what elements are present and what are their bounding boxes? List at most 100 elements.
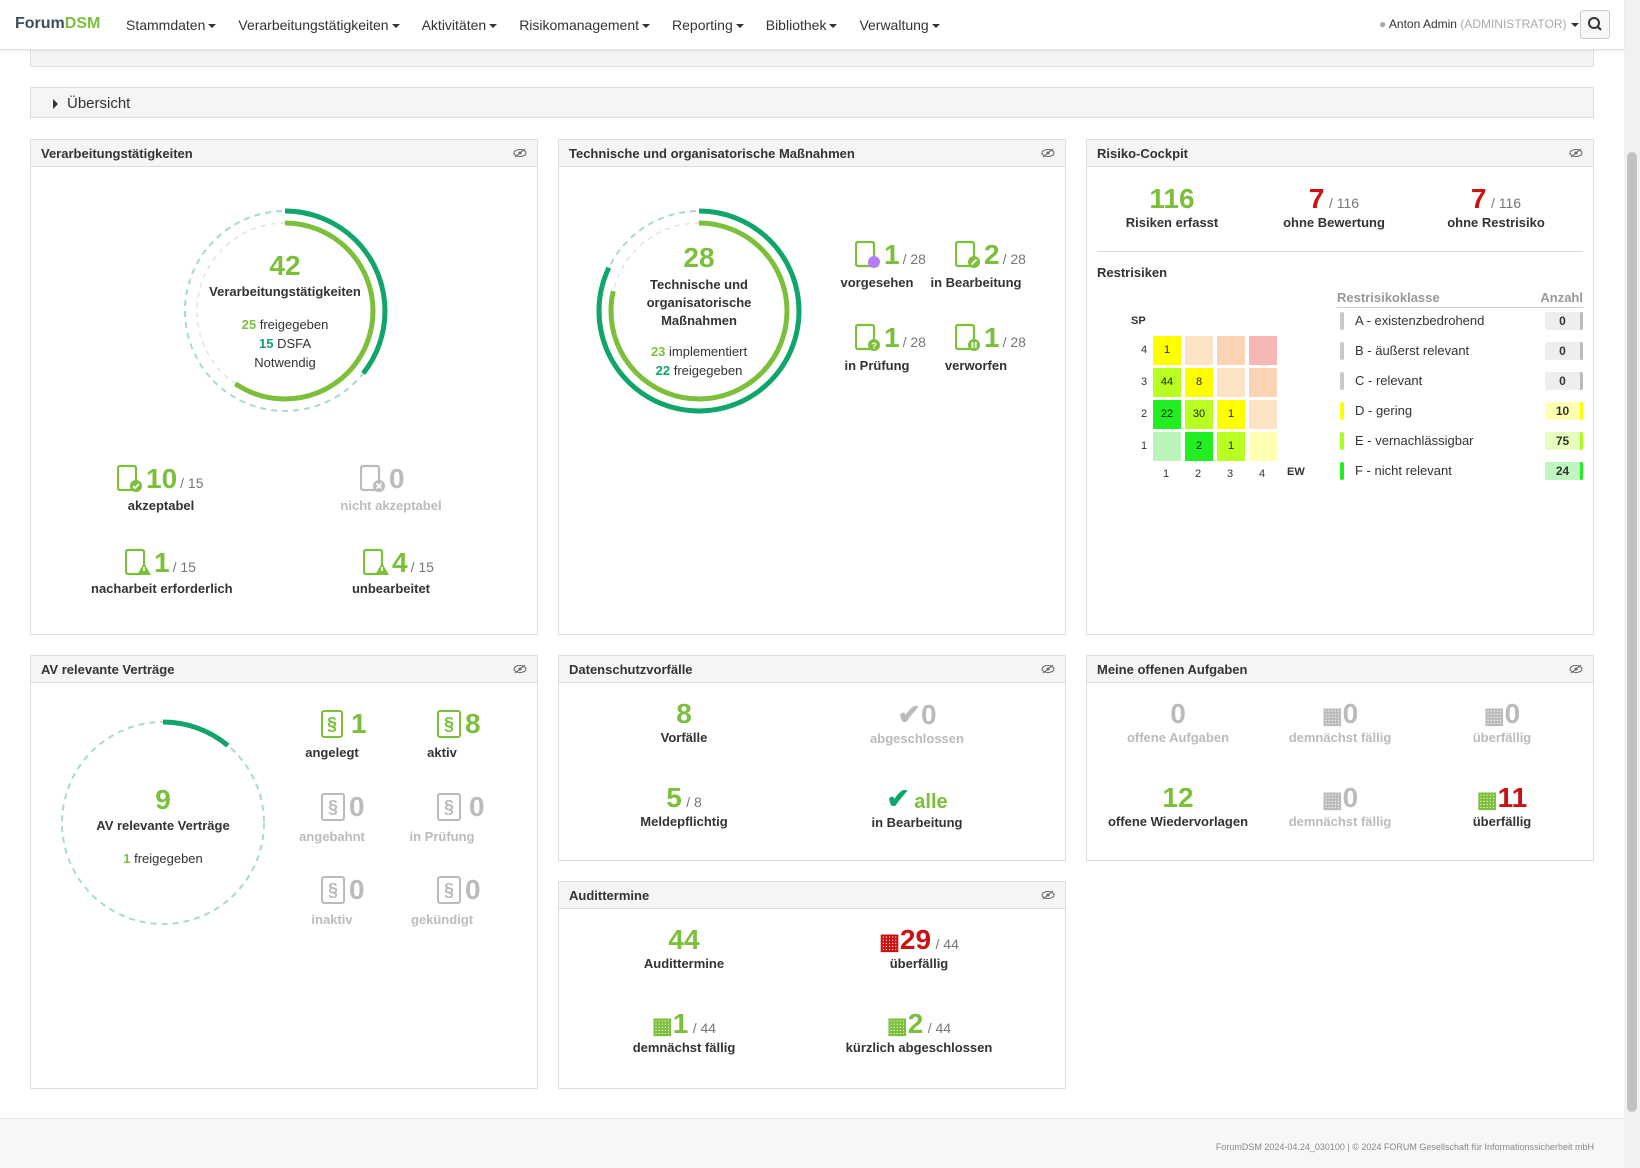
hide-eye-icon[interactable] <box>1041 890 1055 900</box>
panel-audittermine: Audittermine 44 Audittermine ▦29 / 44 über… <box>558 881 1066 1089</box>
tom-donut-chart <box>596 208 802 414</box>
av-aktiv-stat[interactable]: § 8 <box>437 708 481 740</box>
matrix-cell[interactable] <box>1153 432 1181 461</box>
hide-eye-icon[interactable] <box>1569 148 1583 158</box>
vt-nicht-akzeptabel-stat[interactable]: 0 <box>360 463 405 495</box>
matrix-cell[interactable] <box>1249 368 1277 397</box>
tom-implementiert-arc <box>596 208 802 414</box>
matrix-cell[interactable]: 1 <box>1217 432 1245 461</box>
matrix-cell[interactable]: 22 <box>1153 400 1181 429</box>
search-button[interactable] <box>1580 10 1610 39</box>
matrix-cell[interactable] <box>1217 368 1245 397</box>
av-gekuendigt-stat[interactable]: § 0 <box>437 874 481 906</box>
av-in-pruefung-stat[interactable]: § 0 <box>437 791 485 823</box>
hide-eye-icon[interactable] <box>1041 664 1055 674</box>
panel-risiko-cockpit: Risiko-Cockpit 116 Risiken erfasst 7 / 11… <box>1086 139 1594 635</box>
brand-logo[interactable]: ForumDSM <box>15 15 101 32</box>
risks-total-stat[interactable]: 116 Risiken erfasst <box>1125 183 1219 230</box>
hide-eye-icon[interactable] <box>513 148 527 158</box>
scrollbar[interactable] <box>1624 0 1640 1168</box>
pencil-document-icon <box>955 240 980 268</box>
svg-text:?: ? <box>871 341 877 351</box>
menu-risikomanagement[interactable]: Risikomanagement <box>519 17 650 33</box>
tasks-offen-stat[interactable]: 0 offene Aufgaben <box>1126 698 1230 745</box>
user-icon: ● <box>1379 17 1387 31</box>
menu-verwaltung[interactable]: Verwaltung <box>859 17 939 33</box>
vt-unbearbeitet-stat[interactable]: 4/ 15 <box>363 547 434 579</box>
matrix-cell[interactable]: 2 <box>1185 432 1213 461</box>
calendar-clock-icon: ▦ <box>651 1013 673 1038</box>
menu-aktivitaeten[interactable]: Aktivitäten <box>422 17 498 33</box>
paragraph-icon: § <box>321 710 343 738</box>
risks-ohne-bewertung-stat[interactable]: 7 / 116 ohne Bewertung <box>1283 183 1385 230</box>
matrix-cell[interactable]: 30 <box>1185 400 1213 429</box>
check-icon: ✔ <box>886 783 910 814</box>
audit-ueberfaellig-stat[interactable]: ▦29 / 44 überfällig <box>879 924 959 971</box>
tom-in-bearbeitung-stat[interactable]: 2/ 28 <box>955 239 1026 271</box>
matrix-cell[interactable]: 8 <box>1185 368 1213 397</box>
scrollbar-thumb[interactable] <box>1627 152 1637 1112</box>
calendar-alert-icon: ▦ <box>1483 703 1505 728</box>
hide-eye-icon[interactable] <box>1569 664 1583 674</box>
panel-title: Datenschutzvorfälle <box>569 662 693 677</box>
vt-nacharbeit-stat[interactable]: 1/ 15 <box>125 547 196 579</box>
ds-in-bearbeitung-stat[interactable]: ✔ alle in Bearbeitung <box>871 783 963 830</box>
overview-toggle[interactable]: Übersicht <box>30 87 1594 118</box>
main-menu: Stammdaten Verarbeitungstätigkeiten Akti… <box>126 17 940 33</box>
paragraph-search-icon: § <box>437 793 461 821</box>
vt-total: 42 <box>269 250 301 281</box>
matrix-cell[interactable] <box>1249 432 1277 461</box>
matrix-cell[interactable]: 44 <box>1153 368 1181 397</box>
menu-reporting[interactable]: Reporting <box>672 17 744 33</box>
tom-in-pruefung-stat[interactable]: ? 1/ 28 <box>855 322 926 354</box>
warning-document-icon <box>363 548 389 576</box>
panel-offene-aufgaben: Meine offenen Aufgaben 0 offene Aufgaben … <box>1086 655 1594 861</box>
audit-demnaechst-stat[interactable]: ▦1 / 44 demnächst fällig <box>632 1008 736 1055</box>
vt-akzeptabel-stat[interactable]: 10/ 15 <box>117 463 204 495</box>
tasks-wv-demnaechst-stat[interactable]: ▦0 demnächst fällig <box>1288 782 1392 829</box>
audit-abgeschlossen-stat[interactable]: ▦2 / 44 kürzlich abgeschlossen <box>845 1008 993 1055</box>
top-navbar: ForumDSM Stammdaten Verarbeitungstätigke… <box>0 0 1624 50</box>
tom-total: 28 <box>683 242 715 273</box>
tasks-wiedervorlagen-stat[interactable]: 12 offene Wiedervorlagen <box>1107 782 1249 829</box>
panel-title: Verarbeitungstätigkeiten <box>41 146 193 161</box>
risks-ohne-restrisiko-stat[interactable]: 7 / 116 ohne Restrisiko <box>1447 183 1545 230</box>
matrix-cell[interactable] <box>1217 336 1245 365</box>
ds-abgeschlossen-stat[interactable]: ✔0 abgeschlossen <box>870 699 964 746</box>
tom-vorgesehen-stat[interactable]: 1/ 28 <box>855 239 926 271</box>
panel-tom: Technische und organisatorische Maßnahme… <box>558 139 1066 635</box>
cross-document-icon <box>360 464 385 492</box>
tom-verworfen-stat[interactable]: 1/ 28 <box>955 322 1026 354</box>
restrisikoklassen-table: Restrisikoklasse Anzahl A - existenzbedr… <box>1337 290 1583 480</box>
av-angelegt-stat[interactable]: § 1 <box>321 708 367 740</box>
panel-title: Technische und organisatorische Maßnahme… <box>569 146 855 161</box>
ds-vorfaelle-stat[interactable]: 8 Vorfälle <box>660 698 708 745</box>
matrix-cell[interactable]: 1 <box>1153 336 1181 365</box>
matrix-cell[interactable]: 1 <box>1217 400 1245 429</box>
tasks-wv-ueberfaellig-stat[interactable]: ▦11 überfällig <box>1472 782 1532 829</box>
calendar-check-icon: ▦ <box>886 1013 908 1038</box>
matrix-cell[interactable] <box>1185 336 1213 365</box>
menu-stammdaten[interactable]: Stammdaten <box>126 17 216 33</box>
matrix-cell[interactable] <box>1249 400 1277 429</box>
paragraph-chat-icon: § <box>321 793 345 821</box>
tasks-demnaechst-stat[interactable]: ▦0 demnächst fällig <box>1288 698 1392 745</box>
search-icon <box>1588 17 1602 31</box>
calendar-alert-icon: ▦ <box>879 929 900 954</box>
check-icon: ✔ <box>897 699 921 730</box>
av-angebahnt-stat[interactable]: § 0 <box>321 791 365 823</box>
tasks-ueberfaellig-stat[interactable]: ▦0 überfällig <box>1472 698 1532 745</box>
paragraph-cancel-icon: § <box>437 876 461 904</box>
menu-verarbeitungstaetigkeiten[interactable]: Verarbeitungstätigkeiten <box>238 17 399 33</box>
matrix-cell[interactable] <box>1249 336 1277 365</box>
warning-document-icon <box>125 548 151 576</box>
vt-freigegeben-arc <box>194 220 376 402</box>
hide-eye-icon[interactable] <box>513 664 527 674</box>
user-menu[interactable]: ● Anton Admin (ADMINISTRATOR) <box>1379 17 1579 31</box>
av-inaktiv-stat[interactable]: § 0 <box>321 874 365 906</box>
hide-eye-icon[interactable] <box>1041 148 1055 158</box>
menu-bibliothek[interactable]: Bibliothek <box>766 17 838 33</box>
ds-meldepflichtig-stat[interactable]: 5 / 8 Meldepflichtig <box>640 782 728 829</box>
panel-av-vertraege: AV relevante Verträge 9 AV relevante Ver… <box>30 655 538 1089</box>
audit-total-stat[interactable]: 44 Audittermine <box>643 924 725 971</box>
